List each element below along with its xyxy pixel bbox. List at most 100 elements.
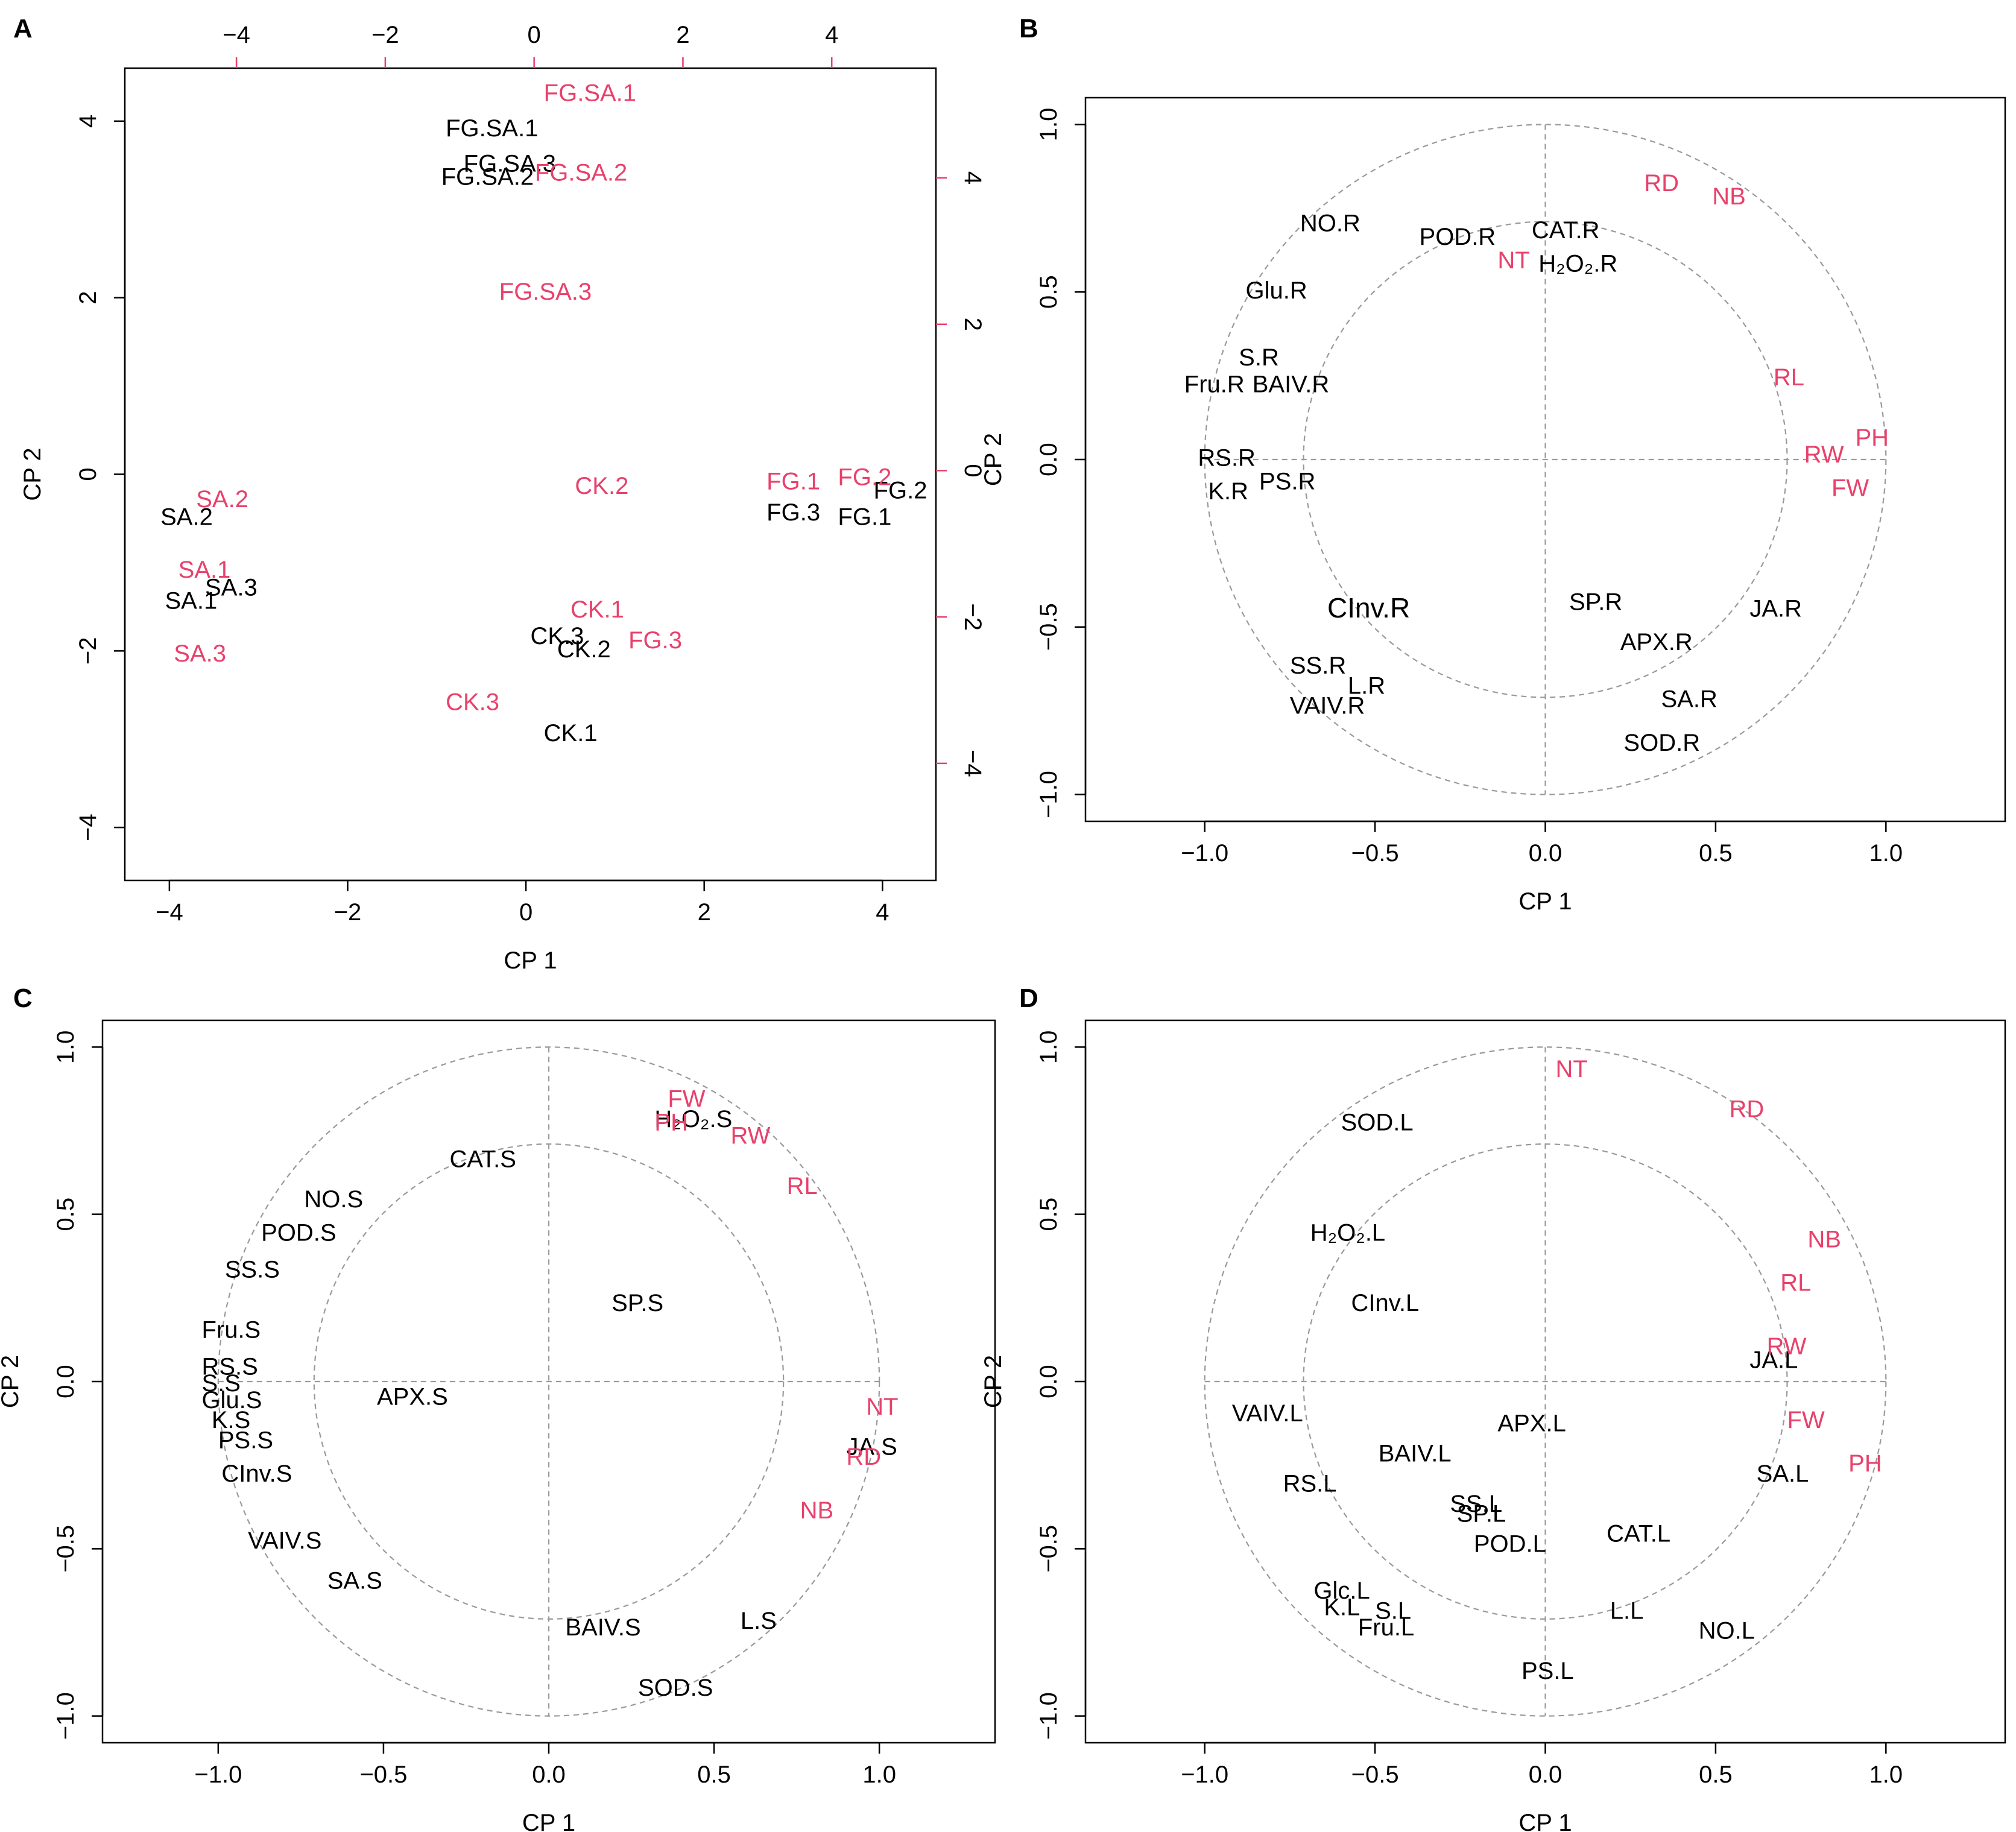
- correlation-circle: [1204, 1046, 1887, 1717]
- y-tick-label: 1.0: [1035, 1031, 1062, 1064]
- sample-label: RS.L: [1283, 1470, 1337, 1497]
- variable-label: FG.1: [766, 469, 820, 495]
- sample-label: S.S: [201, 1370, 240, 1397]
- x-tick-label: −1.0: [1181, 840, 1228, 867]
- sample-label: CK.1: [544, 720, 598, 747]
- right-tick-label: 0: [959, 464, 986, 477]
- sample-label: NO.S: [304, 1186, 363, 1213]
- x-tick-label: 1.0: [1869, 840, 1903, 867]
- variable-label: NB: [800, 1497, 834, 1524]
- variable-label: FW: [668, 1086, 705, 1113]
- correlation-circle: [1204, 124, 1887, 795]
- variable-label: SA.3: [174, 640, 226, 667]
- panel-letter: A: [13, 14, 33, 43]
- sample-label: Glu.R: [1245, 277, 1307, 304]
- sample-label: APX.L: [1497, 1410, 1566, 1437]
- right-tick-label: 4: [959, 171, 986, 185]
- variable-label: FG.3: [628, 627, 682, 654]
- sample-label: POD.L: [1474, 1530, 1546, 1557]
- variable-label: PH: [654, 1109, 688, 1136]
- y-tick-label: 2: [75, 291, 101, 305]
- sample-label: K.L: [1324, 1594, 1360, 1621]
- sample-label: SA.L: [1757, 1461, 1809, 1487]
- variable-label: SA.1: [179, 557, 231, 583]
- x-axis-title: CP 1: [1518, 888, 1572, 915]
- panel-letter: B: [1019, 14, 1038, 43]
- x-axis-bottom: −1.0 −0.5 0.0 0.5 1.0: [1181, 820, 1903, 867]
- sample-label: L.L: [1610, 1597, 1644, 1624]
- variable-label: NT: [1497, 247, 1529, 274]
- x-axis-title: CP 1: [522, 1810, 575, 1832]
- sample-label: SOD.R: [1623, 730, 1700, 756]
- sample-label: H₂O₂.S: [654, 1106, 732, 1132]
- sample-label: BAIV.R: [1253, 371, 1329, 397]
- sample-label: SS.L: [1450, 1491, 1502, 1517]
- x-tick-label: 0: [519, 899, 532, 926]
- variable-label: RW: [1804, 441, 1844, 468]
- variable-label: RW: [730, 1123, 770, 1149]
- variable-label: NT: [1555, 1056, 1587, 1082]
- sample-label: BAIV.L: [1379, 1441, 1452, 1467]
- sample-label: NO.R: [1300, 210, 1360, 237]
- y-axis-title: CP 2: [980, 433, 1006, 486]
- sample-label: SOD.S: [638, 1675, 713, 1701]
- y-tick-label: −1.0: [52, 1692, 79, 1740]
- y-tick-label: 0.0: [1035, 443, 1062, 476]
- variable-label: FW: [1831, 475, 1869, 502]
- sample-label: NO.L: [1699, 1618, 1755, 1644]
- sample-label: SS.S: [225, 1257, 280, 1283]
- sample-label: FG.SA.1: [446, 115, 538, 142]
- x-tick-label: 0.5: [1699, 840, 1733, 867]
- variable-label: SA.2: [196, 486, 248, 513]
- sample-label: BAIV.S: [565, 1614, 640, 1641]
- x-tick-label: −1.0: [1181, 1761, 1228, 1788]
- top-tick-label: −2: [371, 22, 399, 48]
- x-tick-label: 0.5: [1699, 1761, 1733, 1788]
- variable-label: RW: [1767, 1333, 1807, 1360]
- sample-label: FG.1: [838, 504, 891, 530]
- sample-label: APX.R: [1620, 629, 1693, 655]
- y-tick-label: 1.0: [52, 1031, 79, 1064]
- x-axis-top: −4 −2 0 2 4: [223, 22, 838, 68]
- variable-label: CK.1: [570, 596, 624, 623]
- sample-label: JA.L: [1749, 1347, 1798, 1373]
- right-tick-label: −4: [959, 750, 986, 777]
- point-labels: SOD.L H₂O₂.L CInv.L JA.L VAIV.L APX.L BAIV.L RS…: [1232, 1056, 1882, 1684]
- sample-label: POD.R: [1420, 224, 1496, 250]
- y-tick-label: −2: [75, 637, 101, 665]
- y-tick-label: −1.0: [1035, 1692, 1062, 1740]
- panel-b-root-loadings: B −1.0 −0.5 0.0 0.5 1.0 CP 1 −1.0 −0.5 0.0 0.5 1.0 C…: [980, 14, 2006, 915]
- x-tick-label: −4: [156, 899, 183, 926]
- x-tick-label: −2: [334, 899, 362, 926]
- sample-label: CInv.L: [1351, 1290, 1420, 1316]
- sample-label: S.L: [1375, 1597, 1411, 1624]
- x-tick-label: −0.5: [1351, 840, 1399, 867]
- variable-label: RD: [846, 1444, 881, 1470]
- x-axis-bottom: −1.0 −0.5 0.0 0.5 1.0: [1181, 1742, 1903, 1788]
- sample-label: FG.2: [874, 477, 927, 504]
- variable-label: RL: [1780, 1270, 1811, 1297]
- x-axis-bottom: −4 −2 0 2 4: [156, 879, 889, 926]
- top-tick-label: 2: [676, 22, 689, 48]
- sample-label: Glu.S: [201, 1387, 262, 1413]
- variable-label: CK.3: [446, 689, 499, 716]
- x-tick-label: 0.0: [1529, 1761, 1563, 1788]
- variable-label: PH: [1848, 1450, 1882, 1477]
- x-tick-label: −0.5: [1351, 1761, 1399, 1788]
- sample-label: SA.1: [165, 587, 218, 614]
- panel-c-shoot-loadings: C −1.0 −0.5 0.0 0.5 1.0 CP 1 −1.0 −0.5 0.0 0.5 1.0 C…: [0, 984, 996, 1832]
- sample-label: JA.S: [846, 1433, 897, 1460]
- variable-label: NT: [866, 1394, 898, 1420]
- sample-label: SS.R: [1290, 652, 1346, 679]
- sample-label: RS.S: [201, 1353, 258, 1380]
- y-axis-right: −4 −2 0 2 4: [936, 171, 986, 777]
- variable-label: FW: [1787, 1407, 1825, 1433]
- y-tick-label: 0: [75, 467, 101, 481]
- point-labels: FG.SA.1FG.SA.3FG.SA.2SA.2SA.3SA.1FG.2FG.…: [160, 80, 927, 746]
- x-tick-label: 0.5: [697, 1761, 731, 1788]
- sample-label: RS.R: [1198, 445, 1256, 472]
- y-tick-label: 0.5: [1035, 275, 1062, 309]
- sample-label: K.R: [1208, 478, 1248, 505]
